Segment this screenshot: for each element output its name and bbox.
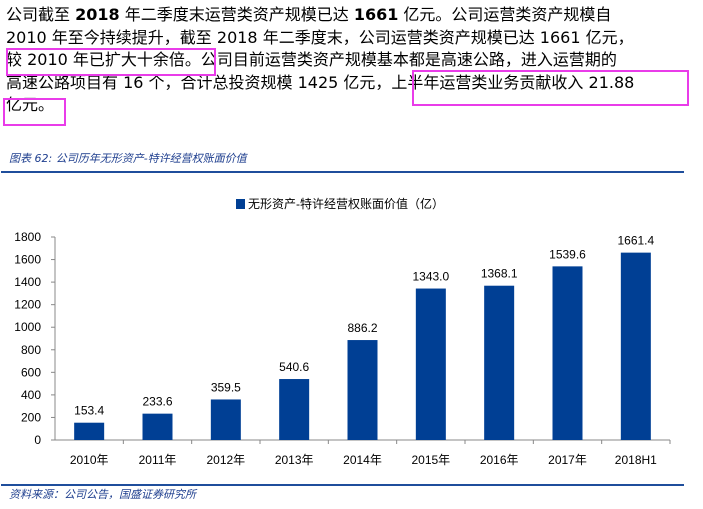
data-label: 1539.6 xyxy=(549,247,586,261)
x-tick-label: 2013年 xyxy=(275,453,314,467)
paragraph-line-2: 2010 年至今持续提升，截至 2018 年二季度末，公司运营类资产规模已达 1… xyxy=(6,27,634,47)
data-label: 233.6 xyxy=(142,395,172,409)
legend-swatch xyxy=(236,199,245,209)
paragraph-line-4: 高速公路项目有 16 个，合计总投资规模 1425 亿元，上半年运营类业务贡献收… xyxy=(6,72,635,92)
text: 亿元。公司运营类资产规模自 xyxy=(398,5,612,24)
source-divider xyxy=(1,484,684,486)
text: 年二季度末运营类资产规模已达 xyxy=(119,5,354,24)
bar xyxy=(142,413,173,440)
y-tick-label: 800 xyxy=(21,343,41,357)
source-note: 资料来源：公司公告，国盛证券研究所 xyxy=(9,488,196,501)
data-label: 540.6 xyxy=(279,360,309,374)
caption-divider xyxy=(1,171,684,173)
bar xyxy=(210,399,241,440)
data-label: 886.2 xyxy=(347,321,377,335)
highlight-box xyxy=(3,98,66,126)
data-label: 1368.1 xyxy=(481,267,518,281)
bar xyxy=(74,422,105,440)
x-tick-label: 2017年 xyxy=(548,453,587,467)
x-tick-label: 2018H1 xyxy=(615,453,657,467)
y-tick-label: 200 xyxy=(21,410,41,424)
y-tick-label: 400 xyxy=(21,388,41,402)
bar xyxy=(415,288,446,440)
bar-chart: 无形资产-特许经营权账面价值（亿） 0 200 400 600 800 1000 1200 14… xyxy=(14,196,671,467)
y-tick-label: 600 xyxy=(21,365,41,379)
x-tick-label: 2016年 xyxy=(480,453,519,467)
bar xyxy=(347,340,378,440)
paragraph-line-3: 较 2010 年已扩大十余倍。公司目前运营类资产规模基本都是高速公路，进入运营期… xyxy=(6,50,617,69)
text: 公司截至 xyxy=(6,5,76,24)
y-tick-label: 1000 xyxy=(14,320,41,334)
bar xyxy=(279,379,310,440)
highlight-box xyxy=(412,70,689,106)
paragraph-line-1: 公司截至 2018 年二季度末运营类资产规模已达 1661 亿元。公司运营类资产… xyxy=(6,4,696,27)
data-label: 1661.4 xyxy=(617,234,654,248)
x-tick-label: 2012年 xyxy=(206,453,245,467)
x-tick-label: 2011年 xyxy=(139,453,177,467)
y-tick-label: 1800 xyxy=(14,230,41,244)
legend-label: 无形资产-特许经营权账面价值（亿） xyxy=(248,196,444,211)
figure-caption: 图表 62: 公司历年无形资产-特许经营权账面价值 xyxy=(9,152,247,165)
x-tick-label: 2010年 xyxy=(70,453,109,467)
y-tick-label: 1200 xyxy=(14,298,41,312)
bar xyxy=(620,252,651,440)
data-label: 1343.0 xyxy=(412,270,449,284)
data-label: 153.4 xyxy=(74,404,104,418)
highlight-box xyxy=(6,48,216,76)
bold-number: 1661 xyxy=(353,5,399,24)
x-tick-label: 2015年 xyxy=(411,453,450,467)
y-tick-label: 1600 xyxy=(14,253,41,267)
bar xyxy=(552,266,583,440)
y-tick-label: 1400 xyxy=(14,275,41,289)
data-label: 359.5 xyxy=(211,380,241,394)
bar xyxy=(484,285,515,440)
y-tick-label: 0 xyxy=(34,433,41,447)
x-tick-label: 2014年 xyxy=(343,453,382,467)
bold-number: 2018 xyxy=(75,5,120,24)
